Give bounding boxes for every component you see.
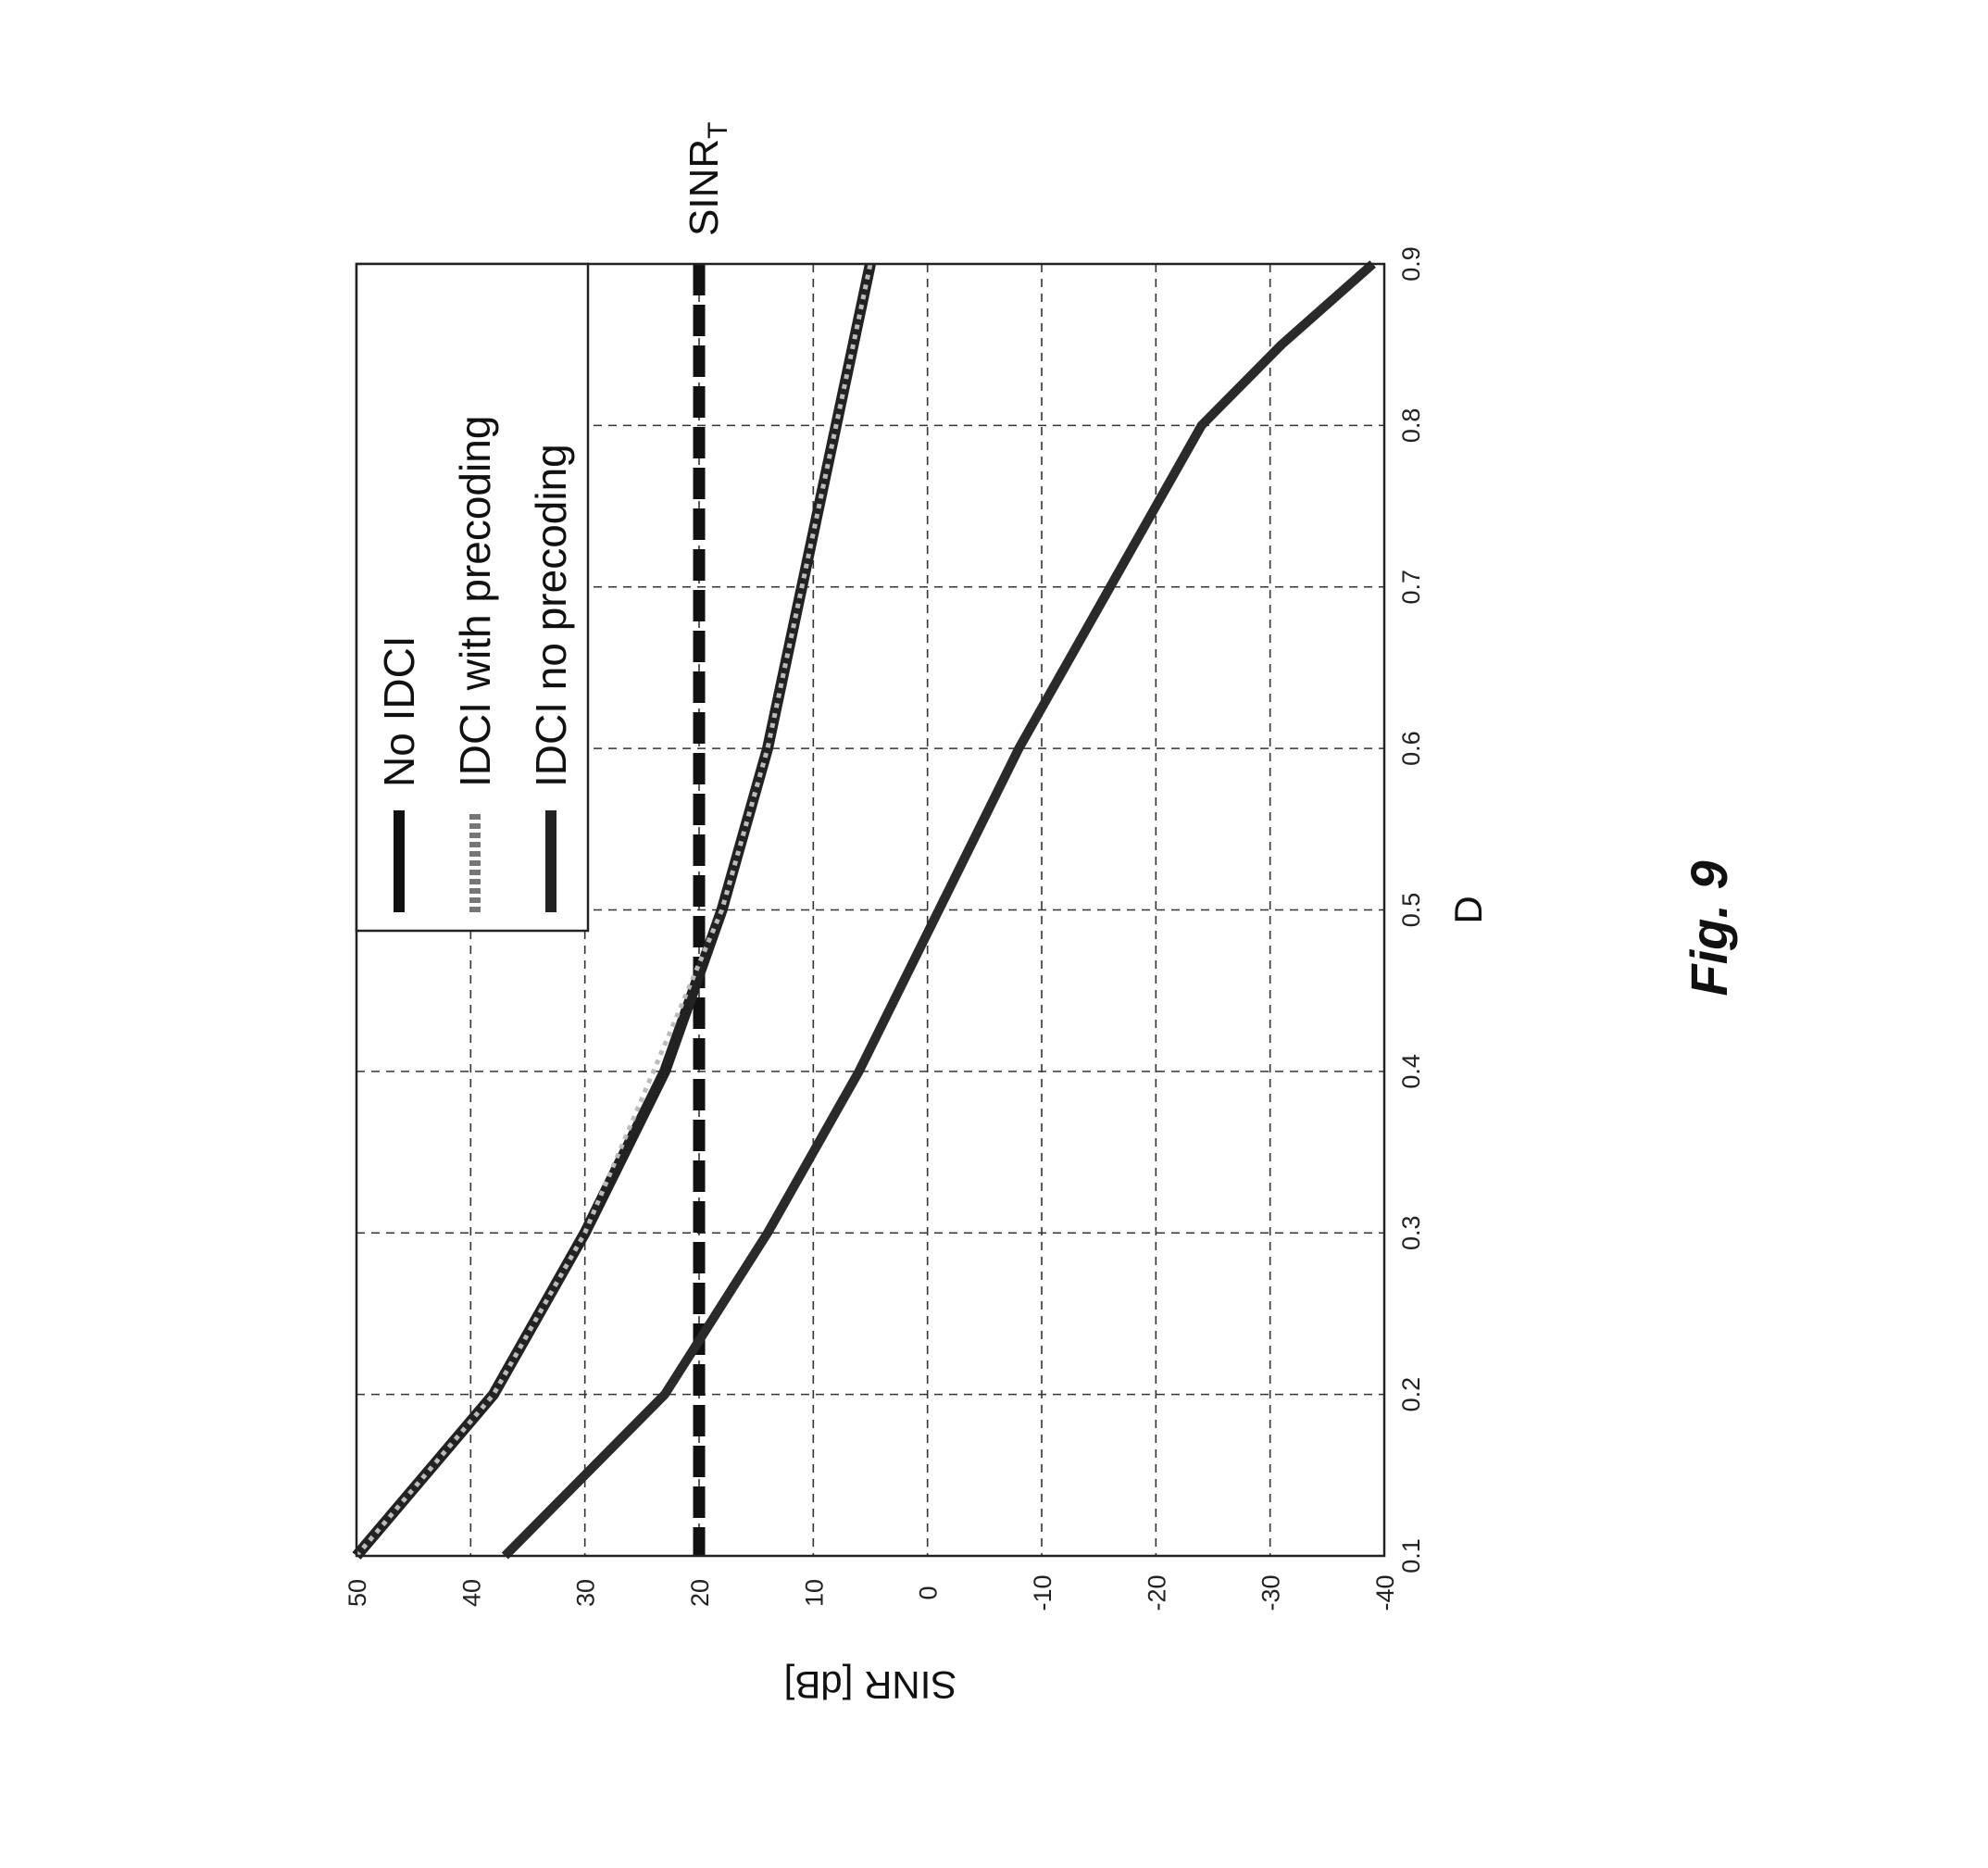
tick-label-d-0.8: 0.8 <box>1397 408 1425 444</box>
figure-caption: Fig. 9 <box>1680 860 1738 996</box>
tick-label-d-0.6: 0.6 <box>1397 731 1425 766</box>
tick-label-sinr--30: -30 <box>1257 1574 1285 1611</box>
tick-label-d-0.4: 0.4 <box>1397 1054 1425 1089</box>
legend-label-0: No IDCI <box>375 635 423 787</box>
series-idci-no-precoding <box>505 264 1372 1556</box>
tick-label-d-0.5: 0.5 <box>1397 893 1425 928</box>
tick-label-sinr-30: 30 <box>572 1579 600 1607</box>
tick-label-sinr-0: 0 <box>915 1586 943 1599</box>
tick-label-sinr-10: 10 <box>800 1579 828 1607</box>
tick-label-d-0.1: 0.1 <box>1397 1538 1425 1573</box>
tick-label-sinr--20: -20 <box>1143 1574 1170 1611</box>
tick-label-sinr-40: 40 <box>457 1579 485 1607</box>
x-axis-label: D <box>1446 896 1490 923</box>
tick-label-sinr--40: -40 <box>1371 1574 1399 1611</box>
tick-label-sinr-50: 50 <box>344 1579 371 1607</box>
tick-label-d-0.2: 0.2 <box>1397 1377 1425 1412</box>
threshold-label: SINRT <box>681 122 733 236</box>
legend-label-1: IDCI with precoding <box>451 416 499 787</box>
legend-label-2: IDCI no precoding <box>527 444 575 787</box>
tick-label-d-0.3: 0.3 <box>1397 1215 1425 1250</box>
tick-label-sinr-20: 20 <box>686 1579 714 1607</box>
y-axis-label: SINR [dB] <box>784 1663 957 1707</box>
legend: No IDCI IDCI with precoding IDCI no precod… <box>356 264 588 931</box>
threshold-label-subscript: T <box>703 122 733 139</box>
threshold-label-main: SINR <box>681 139 727 236</box>
tick-label-sinr--10: -10 <box>1029 1574 1057 1611</box>
tick-label-d-0.7: 0.7 <box>1397 570 1425 605</box>
tick-label-d-0.9: 0.9 <box>1397 246 1425 282</box>
